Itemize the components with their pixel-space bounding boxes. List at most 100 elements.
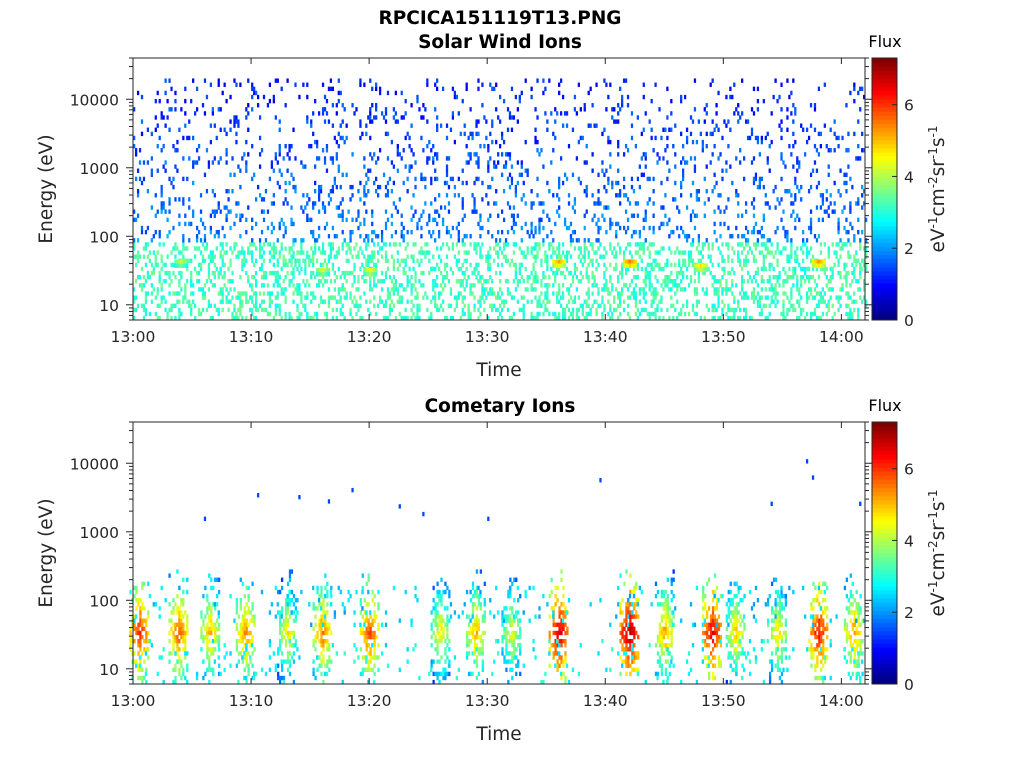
solar-wind-cell <box>845 303 848 309</box>
solar-wind-cell <box>233 315 236 321</box>
solar-wind-cell <box>491 176 494 182</box>
solar-wind-cell <box>804 270 807 276</box>
cometary-cell <box>322 614 325 619</box>
solar-wind-cell <box>676 315 679 321</box>
solar-wind-cell <box>676 246 679 251</box>
solar-wind-cell <box>266 209 270 214</box>
solar-wind-cell <box>601 213 604 218</box>
solar-wind-cell <box>800 246 803 251</box>
solar-wind-cell <box>756 242 760 247</box>
solar-wind-cell <box>579 107 582 112</box>
solar-wind-cell <box>591 303 594 309</box>
solar-wind-cell <box>264 238 268 243</box>
solar-wind-cell <box>813 234 817 239</box>
cometary-cell <box>172 679 175 685</box>
solar-wind-cell <box>613 266 616 272</box>
solar-wind-cell <box>737 250 740 255</box>
solar-wind-cell <box>148 311 152 317</box>
solar-wind-cell <box>235 82 238 87</box>
solar-wind-cell <box>654 295 657 300</box>
cometary-cell <box>141 602 144 607</box>
solar-wind-cell <box>278 250 281 255</box>
solar-wind-cell <box>727 254 730 259</box>
solar-wind-cell <box>703 270 706 276</box>
solar-wind-cell <box>262 283 266 288</box>
solar-wind-cell <box>168 274 171 280</box>
solar-wind-cell <box>638 234 641 239</box>
solar-wind-cell <box>650 242 653 247</box>
solar-wind-cell <box>658 107 661 112</box>
solar-wind-cell <box>270 160 274 165</box>
solar-wind-cell <box>176 168 179 173</box>
solar-wind-cell <box>402 148 405 153</box>
solar-wind-cell <box>195 86 199 92</box>
solar-wind-cell <box>839 246 842 251</box>
solar-wind-cell <box>258 254 262 259</box>
solar-wind-cell <box>351 103 354 108</box>
solar-wind-cell <box>558 291 561 296</box>
solar-wind-cell <box>390 254 394 259</box>
cometary-cell <box>206 655 209 660</box>
solar-wind-cell <box>585 315 588 321</box>
solar-wind-cell <box>829 274 832 280</box>
solar-wind-cell <box>164 270 167 276</box>
solar-wind-cell <box>392 266 396 272</box>
solar-wind-cell <box>133 143 136 149</box>
cometary-cell <box>290 630 294 636</box>
cometary-cell <box>170 610 173 615</box>
solar-wind-cell <box>156 303 159 309</box>
solar-wind-cell <box>296 266 299 272</box>
solar-wind-cell <box>727 197 730 202</box>
solar-wind-cell <box>601 160 604 165</box>
solar-wind-cell <box>445 168 449 173</box>
solar-wind-cell <box>306 254 309 259</box>
solar-wind-cell <box>258 303 262 309</box>
solar-wind-cell <box>487 201 490 206</box>
solar-wind-cell <box>325 111 329 116</box>
solar-wind-cell <box>388 303 392 309</box>
solar-wind-cell <box>280 315 283 321</box>
solar-wind-cell <box>510 295 514 300</box>
cometary-cell <box>178 671 181 677</box>
solar-wind-cell <box>827 205 830 210</box>
solar-wind-cell <box>367 234 370 239</box>
solar-wind-cell <box>668 315 671 321</box>
solar-wind-cell <box>638 229 641 235</box>
solar-wind-cell <box>195 148 199 153</box>
solar-wind-cell <box>752 205 756 210</box>
cometary-cell <box>241 614 244 619</box>
cometary-cell <box>247 651 250 656</box>
solar-wind-cell <box>746 270 750 276</box>
cometary-cell <box>279 622 282 627</box>
solar-wind-cell <box>735 107 738 112</box>
cometary-cell <box>182 602 185 607</box>
solar-wind-hotspot <box>560 259 563 264</box>
cometary-cell <box>473 626 477 632</box>
solar-wind-cell <box>758 295 762 300</box>
solar-wind-cell <box>617 315 620 321</box>
solar-wind-cell <box>497 291 500 296</box>
solar-wind-cell <box>327 287 331 292</box>
solar-wind-cell <box>339 135 342 141</box>
solar-wind-cell <box>648 287 651 292</box>
solar-wind-cell <box>798 315 801 321</box>
solar-wind-cell <box>317 209 321 214</box>
solar-wind-cell <box>323 160 327 165</box>
solar-wind-cell <box>270 221 274 227</box>
solar-wind-cell <box>434 176 437 182</box>
solar-wind-cell <box>739 115 742 120</box>
cometary-cell <box>448 593 451 599</box>
solar-wind-cell <box>497 250 500 255</box>
solar-wind-cell <box>857 229 860 235</box>
solar-wind-cell <box>689 242 693 247</box>
solar-wind-cell <box>473 197 476 202</box>
solar-wind-cell <box>347 270 350 276</box>
solar-wind-cell <box>262 209 266 214</box>
solar-wind-cell <box>717 315 720 321</box>
cometary-cell <box>436 647 439 652</box>
solar-wind-cell <box>286 270 289 276</box>
solar-wind-cell <box>353 246 356 251</box>
solar-wind-cell <box>827 213 830 218</box>
solar-wind-cell <box>628 250 632 255</box>
solar-wind-cell <box>249 283 252 288</box>
